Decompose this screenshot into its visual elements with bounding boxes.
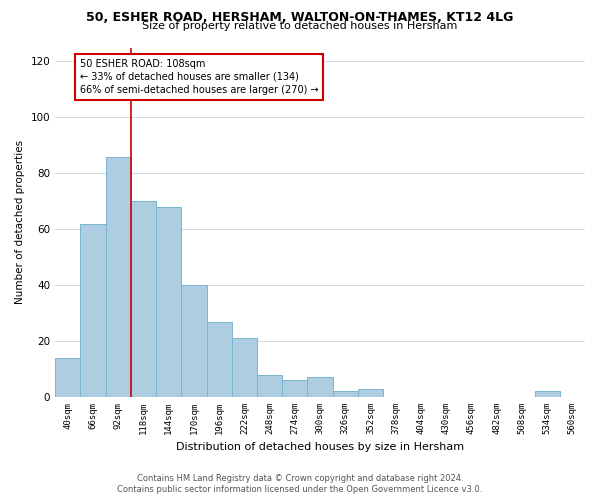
Bar <box>131 202 156 397</box>
Text: Size of property relative to detached houses in Hersham: Size of property relative to detached ho… <box>142 21 458 31</box>
Bar <box>282 380 307 397</box>
Bar <box>156 207 181 397</box>
Bar <box>257 374 282 397</box>
Bar <box>307 378 332 397</box>
Bar <box>535 392 560 397</box>
Bar <box>358 388 383 397</box>
Y-axis label: Number of detached properties: Number of detached properties <box>15 140 25 304</box>
Text: 50, ESHER ROAD, HERSHAM, WALTON-ON-THAMES, KT12 4LG: 50, ESHER ROAD, HERSHAM, WALTON-ON-THAME… <box>86 11 514 24</box>
Bar <box>206 322 232 397</box>
X-axis label: Distribution of detached houses by size in Hersham: Distribution of detached houses by size … <box>176 442 464 452</box>
Bar <box>332 392 358 397</box>
Bar <box>181 285 206 397</box>
Bar <box>232 338 257 397</box>
Bar <box>80 224 106 397</box>
Text: 50 ESHER ROAD: 108sqm
← 33% of detached houses are smaller (134)
66% of semi-det: 50 ESHER ROAD: 108sqm ← 33% of detached … <box>80 58 319 95</box>
Bar <box>55 358 80 397</box>
Bar <box>106 156 131 397</box>
Text: Contains HM Land Registry data © Crown copyright and database right 2024.
Contai: Contains HM Land Registry data © Crown c… <box>118 474 482 494</box>
